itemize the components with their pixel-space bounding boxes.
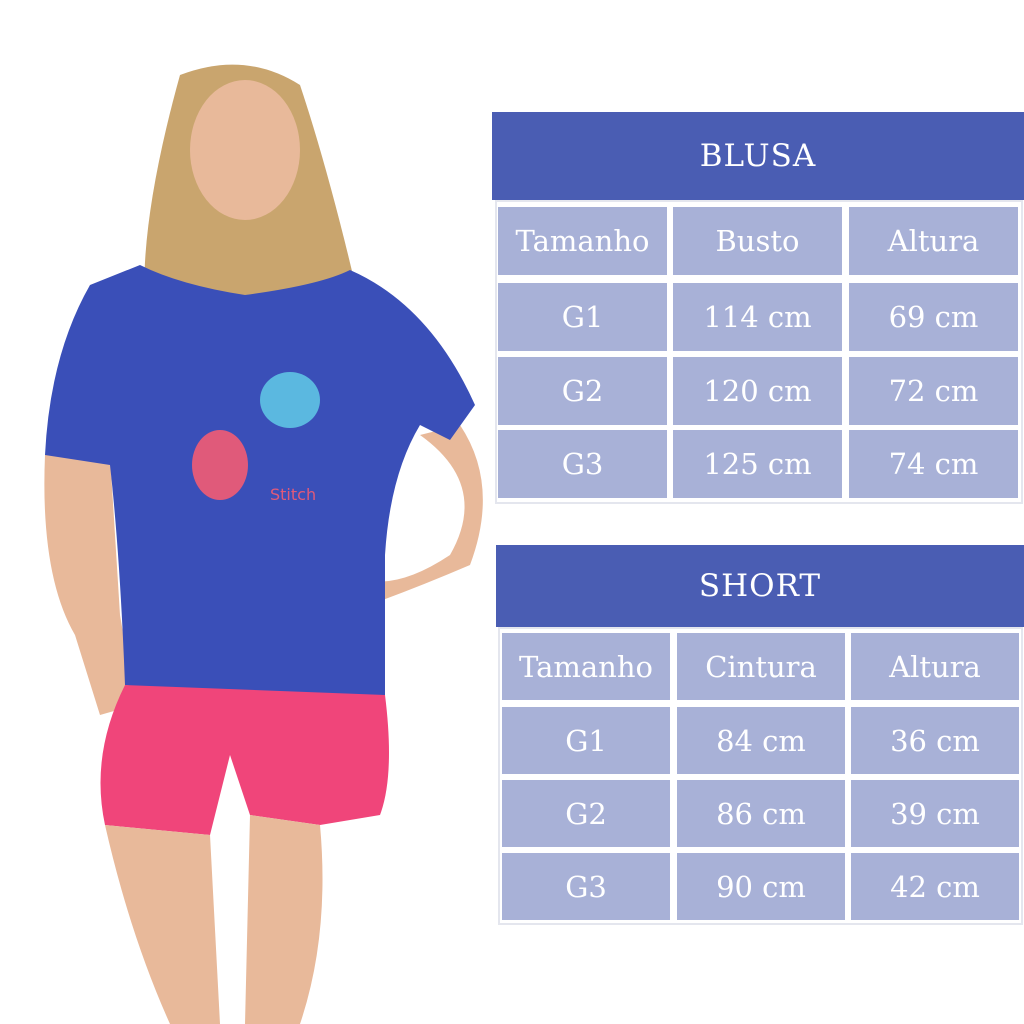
table-cell: G2 (502, 780, 670, 847)
table-frame (495, 200, 1023, 504)
shirt (45, 265, 475, 699)
table-cell: 69 cm (849, 283, 1018, 351)
left-arm (44, 455, 135, 715)
model-photo: Stitch (44, 64, 483, 1024)
table-cell: G1 (502, 707, 670, 774)
column-header: Cintura (677, 633, 845, 700)
table-cell: 74 cm (849, 430, 1018, 498)
table-cell: 90 cm (677, 853, 845, 920)
table-cell: 36 cm (851, 707, 1019, 774)
table-frame (498, 627, 1023, 925)
column-header: Tamanho (498, 207, 667, 275)
shorts (100, 685, 389, 835)
table-cell: 86 cm (677, 780, 845, 847)
table-cell: 84 cm (677, 707, 845, 774)
table-cell: 114 cm (673, 283, 842, 351)
stitch-print: Stitch (192, 372, 320, 504)
column-header: Tamanho (502, 633, 670, 700)
table-cell: G2 (498, 357, 667, 425)
table-cell: 120 cm (673, 357, 842, 425)
table-cell: 125 cm (673, 430, 842, 498)
table-cell: G1 (498, 283, 667, 351)
blusa-title: BLUSA (492, 112, 1024, 200)
right-arm (340, 425, 483, 615)
table-cell: 39 cm (851, 780, 1019, 847)
shirt-print-text: Stitch (270, 485, 316, 504)
face (190, 80, 300, 220)
column-header: Altura (849, 207, 1018, 275)
table-cell: 72 cm (849, 357, 1018, 425)
column-header: Busto (673, 207, 842, 275)
table-cell: G3 (502, 853, 670, 920)
short-title: SHORT (496, 545, 1024, 627)
table-cell: 42 cm (851, 853, 1019, 920)
legs (105, 815, 323, 1024)
table-cell: G3 (498, 430, 667, 498)
column-header: Altura (851, 633, 1019, 700)
